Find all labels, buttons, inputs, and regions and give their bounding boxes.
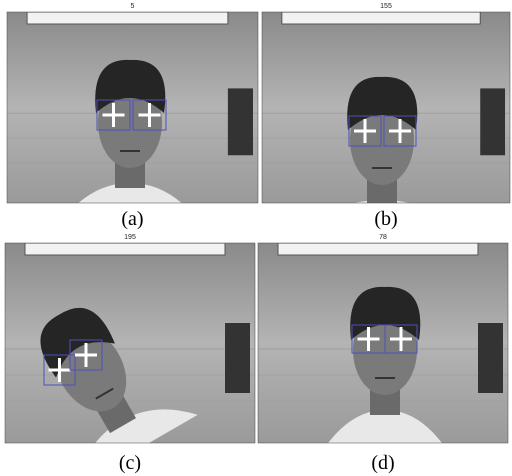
photo	[262, 12, 510, 223]
photo	[0, 243, 255, 476]
frame-number: 195	[124, 234, 136, 241]
photo	[258, 243, 508, 463]
photo	[7, 12, 258, 223]
door	[225, 323, 250, 393]
light	[25, 243, 225, 255]
figure: 5 (a) 155 (b) 195 (c) 78 (d)	[0, 0, 512, 476]
door	[480, 88, 505, 155]
light	[278, 243, 478, 255]
caption: (a)	[121, 208, 143, 230]
door	[478, 323, 503, 393]
light	[282, 12, 480, 24]
caption: (c)	[119, 452, 141, 474]
caption: (d)	[371, 452, 394, 474]
frame-number: 78	[379, 234, 387, 241]
door	[228, 88, 253, 155]
page: {"panels": [ {"frame": "5", "caption": "…	[0, 0, 512, 476]
light	[27, 12, 228, 24]
caption: (b)	[374, 208, 397, 230]
frame-number: 5	[131, 3, 135, 10]
frame-number: 155	[380, 3, 392, 10]
